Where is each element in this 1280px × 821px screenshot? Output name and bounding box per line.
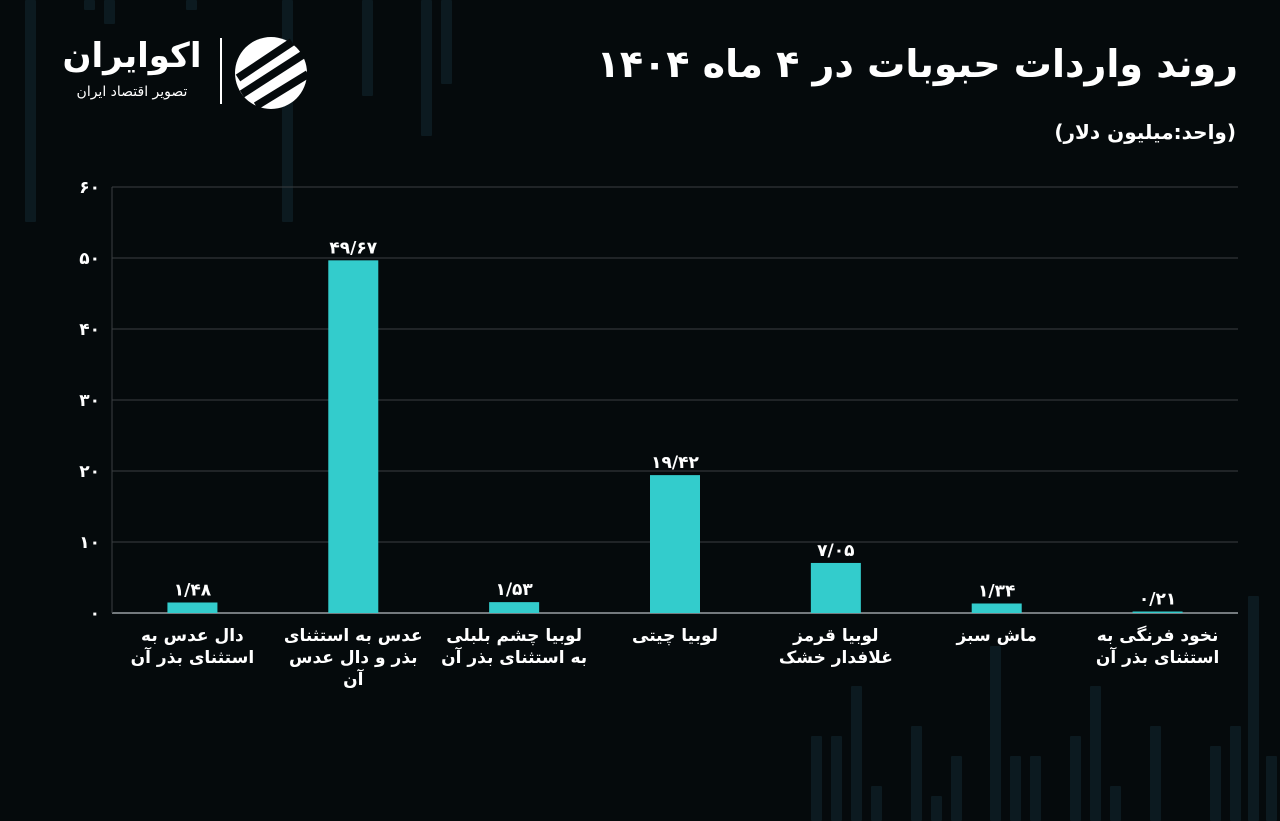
logo-tagline: تصویر اقتصاد ایران: [76, 84, 188, 100]
x-tick-label: دال عدس به استثنای بذر آن: [130, 626, 255, 668]
x-tick-label: لوبیا چیتی: [632, 626, 718, 646]
bar: [810, 562, 861, 613]
header: روند واردات حبوبات در ۴ ماه ۱۴۰۴ (واحد:م…: [0, 0, 1280, 160]
logo-divider: [220, 38, 222, 104]
x-tick-label: لوبیا قرمز غلافدار خشک: [778, 626, 893, 668]
y-tick-label: ۶۰: [79, 178, 100, 198]
bar: [328, 260, 379, 613]
y-tick-label: ۳۰: [79, 391, 100, 411]
y-axis: ۰ ۱۰ ۲۰ ۳۰ ۴۰ ۵۰ ۶۰: [79, 178, 113, 624]
bar: [489, 602, 540, 613]
y-tick-label: ۱۰: [79, 533, 100, 553]
data-label: ۱/۳۴: [978, 581, 1015, 601]
x-tick-label: نخود فرنگی به استثنای بذر آن: [1095, 626, 1220, 668]
bar: [1132, 611, 1183, 613]
data-label: ۰/۲۱: [1139, 590, 1176, 610]
y-tick-label: ۰: [90, 604, 100, 624]
logo-name: اکوایران: [62, 36, 202, 76]
chart-title: روند واردات حبوبات در ۴ ماه ۱۴۰۴: [596, 42, 1238, 86]
logo-mark-icon: [235, 37, 310, 110]
bars: [167, 260, 1183, 613]
y-tick-label: ۲۰: [79, 462, 100, 482]
data-label: ۷/۰۵: [817, 541, 854, 561]
y-tick-label: ۴۰: [79, 320, 100, 340]
data-label: ۱/۴۸: [174, 580, 212, 600]
value-labels: ۱/۴۸ ۴۹/۶۷ ۱/۵۳ ۱۹/۴۲ ۷/۰۵ ۱/۳۴ ۰/۲۱: [174, 238, 1176, 609]
data-label: ۱/۵۳: [495, 580, 533, 600]
data-label: ۴۹/۶۷: [329, 238, 377, 258]
x-tick-label: لوبیا چشم بلبلی به استثنای بذر آن: [441, 626, 588, 668]
y-tick-label: ۵۰: [79, 249, 100, 269]
bar: [167, 602, 218, 613]
bar: [650, 475, 700, 613]
x-tick-label: عدس به استثنای بذر و دال عدس آن: [283, 626, 423, 690]
unit-label: (واحد:میلیون دلار): [1054, 120, 1236, 144]
x-tick-label: ماش سبز: [956, 626, 1037, 646]
brand-logo: اکوایران تصویر اقتصاد ایران: [50, 32, 320, 112]
data-label: ۱۹/۴۲: [651, 453, 699, 473]
bar: [971, 603, 1022, 613]
